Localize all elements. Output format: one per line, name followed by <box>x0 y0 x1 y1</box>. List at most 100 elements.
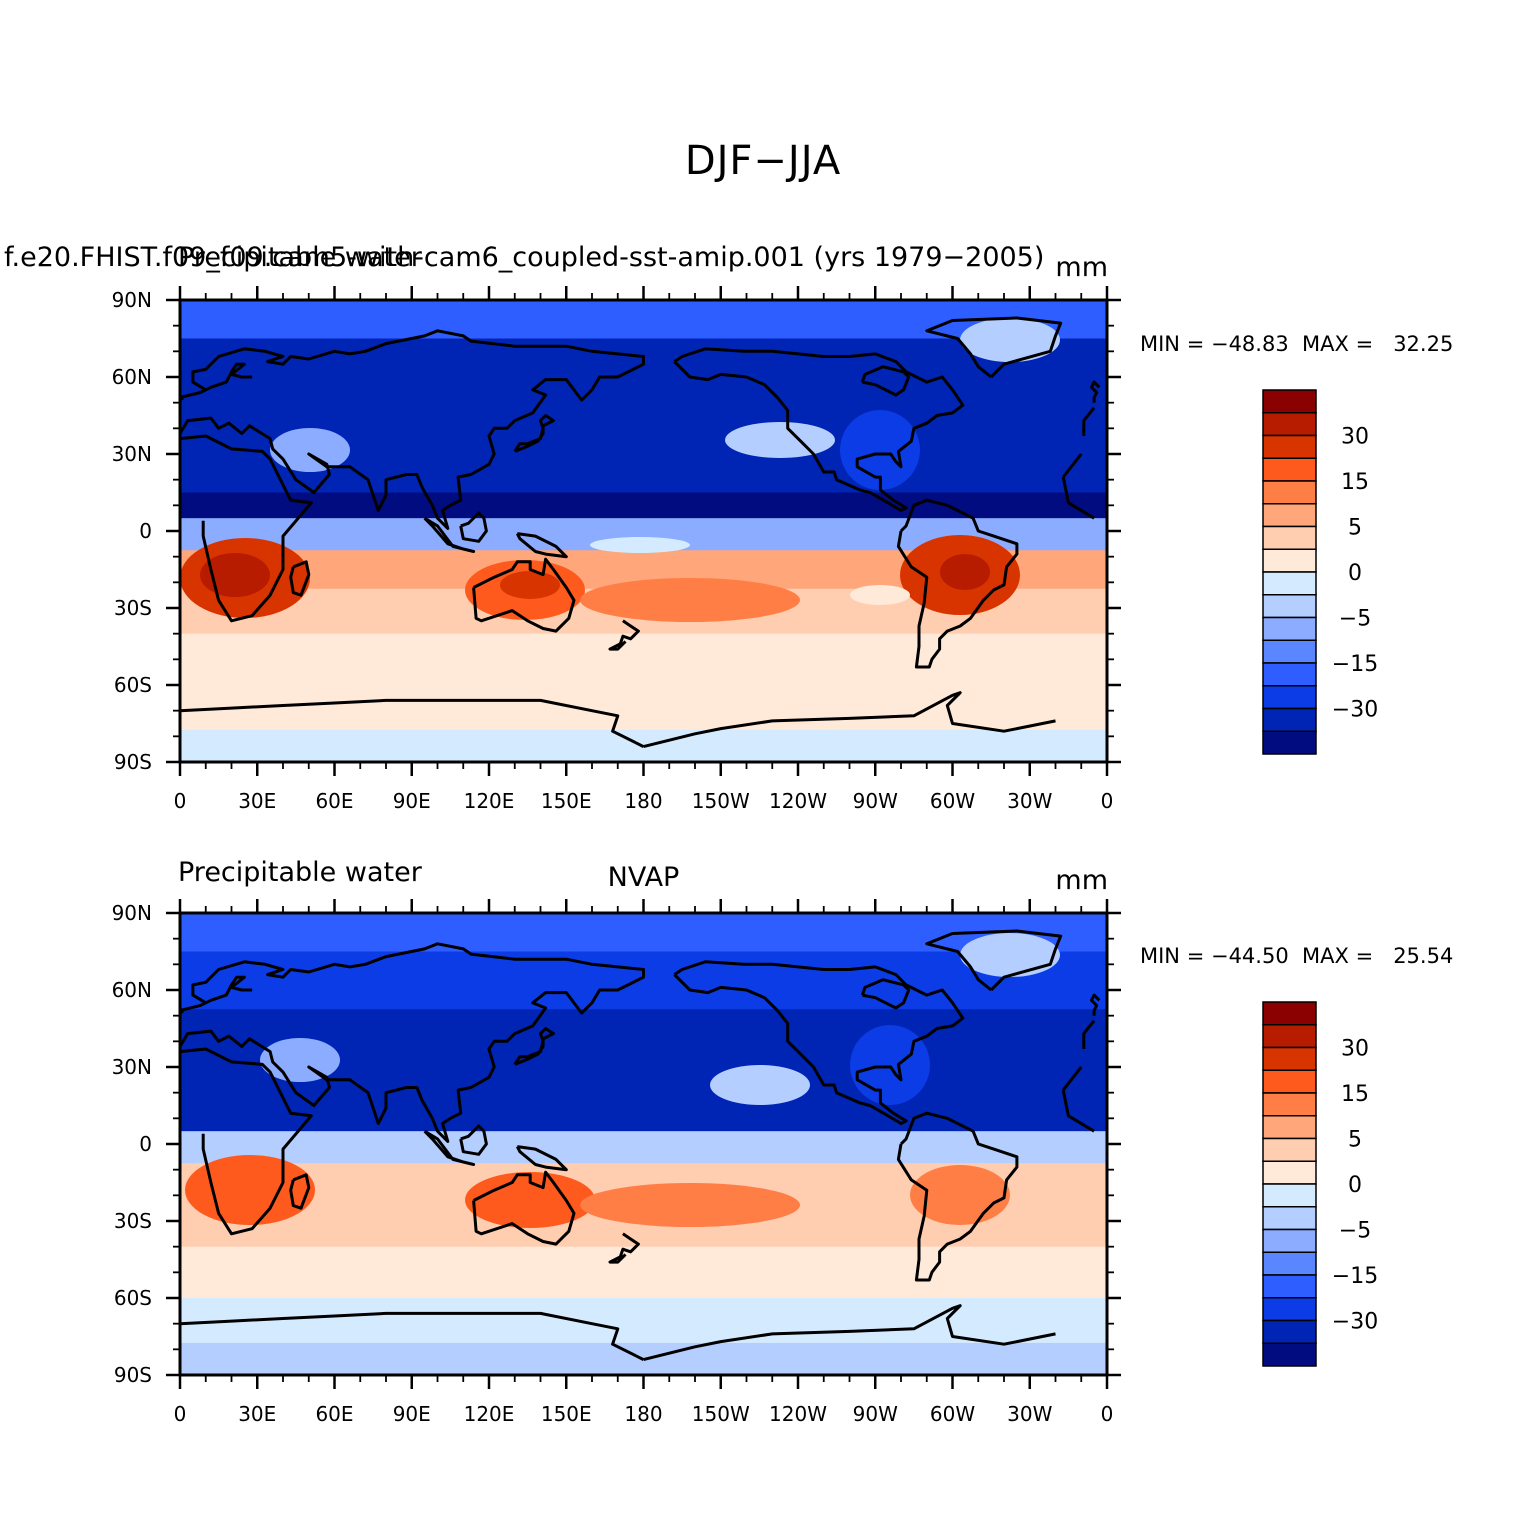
panel1-axes: 0 30E 60E 90E 120E 150E 180 150W 120W 90W 60W 30W 09… <box>112 286 1121 813</box>
field-band <box>180 492 1107 519</box>
y-tick-label: 60S <box>114 1286 152 1310</box>
field-band <box>180 1105 1107 1132</box>
panel1-center-string: f.e20.FHIST.f09_f09.cam5-with-cam6_coupl… <box>4 242 1045 273</box>
coastline-antarctica <box>643 691 1056 749</box>
x-tick-label: 60W <box>930 789 975 813</box>
coastline-greenland <box>925 316 1063 379</box>
x-tick-label: 90E <box>393 789 431 813</box>
colorbar-box <box>1262 639 1317 664</box>
panel2-axes: 0 30E 60E 90E 120E 150E 180 150W 120W 90W 60W 30W 09… <box>112 899 1121 1426</box>
coastline-south-america <box>896 1111 1019 1282</box>
figure-title: DJF−JJA <box>684 138 842 184</box>
colorbar-box <box>1262 1137 1317 1162</box>
x-tick-label: 120E <box>464 1402 515 1426</box>
coastlines <box>180 316 1101 1362</box>
colorbar-box <box>1262 457 1317 482</box>
panel2-min-max: MIN = −44.50 MAX = 25.54 <box>1140 944 1454 968</box>
map-axes: 0 30E 60E 90E 120E 150E 180 150W 120W 90W 60W 30W 09… <box>112 286 1121 1426</box>
colorbar-box <box>1262 1297 1317 1322</box>
colorbars: 30 15 5 0 −5 −15 −30 30 15 5 0 −5 −15 −30 <box>1262 389 1378 1367</box>
colorbar-label: 30 <box>1341 1037 1369 1062</box>
coastline-uk <box>1090 993 1101 1016</box>
x-tick-label: 60W <box>930 1402 975 1426</box>
panel2-field-features <box>185 933 1060 1339</box>
colorbar-box <box>1262 1206 1317 1231</box>
coastline-north-america <box>673 347 965 512</box>
x-tick-label: 120E <box>464 789 515 813</box>
field-band <box>180 1067 1107 1106</box>
panel2-left-string: Precipitable water <box>178 857 422 888</box>
colorbar-box <box>1262 1001 1317 1026</box>
panel1-min-max: MIN = −48.83 MAX = 32.25 <box>1140 332 1454 356</box>
colorbar-label: 0 <box>1348 1173 1362 1198</box>
x-tick-label: 0 <box>1101 1402 1114 1426</box>
x-tick-label: 150E <box>541 1402 592 1426</box>
field-band <box>180 1246 1107 1299</box>
colorbar-label: 5 <box>1348 516 1362 541</box>
x-tick-label: 0 <box>1101 789 1114 813</box>
x-tick-label: 0 <box>174 1402 187 1426</box>
colorbar-box <box>1262 594 1317 619</box>
y-tick-label: 90N <box>112 901 152 925</box>
coastline-scandinavia-baltic <box>205 362 253 392</box>
coastline-sumatra-java <box>423 1129 476 1166</box>
panel2-field-bands <box>180 913 1107 1376</box>
coastline-japan <box>513 1027 555 1066</box>
panel1-map <box>180 300 1107 763</box>
colorbar-label: −5 <box>1339 1219 1371 1244</box>
coastline-madagascar <box>289 560 311 597</box>
panel2-units: mm <box>1055 865 1108 896</box>
x-tick-label: 30W <box>1007 789 1052 813</box>
colorbar-label: −15 <box>1332 1264 1378 1289</box>
coastline-madagascar <box>289 1173 311 1210</box>
coastline-africa <box>1062 1066 1083 1092</box>
colorbar-box <box>1262 525 1317 550</box>
panel1-left-string: Precipitable water <box>178 242 422 273</box>
x-tick-label: 0 <box>174 789 187 813</box>
coastline-sumatra-java <box>423 516 476 553</box>
coastline-africa <box>180 1047 313 1236</box>
colorbar-box <box>1262 685 1317 710</box>
colorbar-label: 0 <box>1348 561 1362 586</box>
colorbar-box <box>1262 1024 1317 1049</box>
coastline-scandinavia-baltic <box>205 975 253 1005</box>
coastline-africa <box>180 434 313 623</box>
y-tick-label: 60N <box>112 978 152 1002</box>
colorbar-box <box>1262 548 1317 573</box>
panel1-colorbar: 30 15 5 0 −5 −15 −30 <box>1262 389 1378 755</box>
colorbar-box <box>1262 1228 1317 1253</box>
coastline-japan <box>513 414 555 453</box>
colorbar-box <box>1262 707 1317 732</box>
x-tick-label: 120W <box>769 789 827 813</box>
coastline-south-america <box>896 498 1019 669</box>
coastline-europe-asia <box>180 942 645 1143</box>
x-tick-label: 60E <box>315 789 353 813</box>
x-tick-label: 90E <box>393 1402 431 1426</box>
colorbar-label: −30 <box>1332 698 1378 723</box>
coastline-antarctica <box>180 698 645 748</box>
colorbar-box <box>1262 480 1317 505</box>
coastline-hudson-bay <box>860 978 911 1010</box>
panel2-center-string: NVAP <box>607 862 680 893</box>
coastline-new-zealand <box>608 1232 640 1264</box>
coastline-borneo-indonesia <box>459 511 488 543</box>
colorbar-label: −30 <box>1332 1310 1378 1335</box>
field-band <box>180 685 1107 731</box>
colorbar-box <box>1262 662 1317 687</box>
x-tick-label: 90W <box>853 789 898 813</box>
coastline-australia <box>472 1170 576 1246</box>
field-band <box>180 951 1107 1010</box>
colorbar-box <box>1262 389 1317 414</box>
x-tick-label: 90W <box>853 1402 898 1426</box>
coastline-new-guinea <box>515 532 568 559</box>
panel2-colorbar: 30 15 5 0 −5 −15 −30 <box>1262 1001 1378 1367</box>
field-band <box>180 633 1107 686</box>
colorbar-box <box>1262 434 1317 459</box>
y-tick-label: 30N <box>112 442 152 466</box>
y-tick-label: 90N <box>112 288 152 312</box>
coastline-antarctica <box>180 1311 645 1361</box>
coastline-africa <box>1062 453 1083 479</box>
coastline-borneo-indonesia <box>459 1124 488 1156</box>
y-tick-label: 60S <box>114 673 152 697</box>
